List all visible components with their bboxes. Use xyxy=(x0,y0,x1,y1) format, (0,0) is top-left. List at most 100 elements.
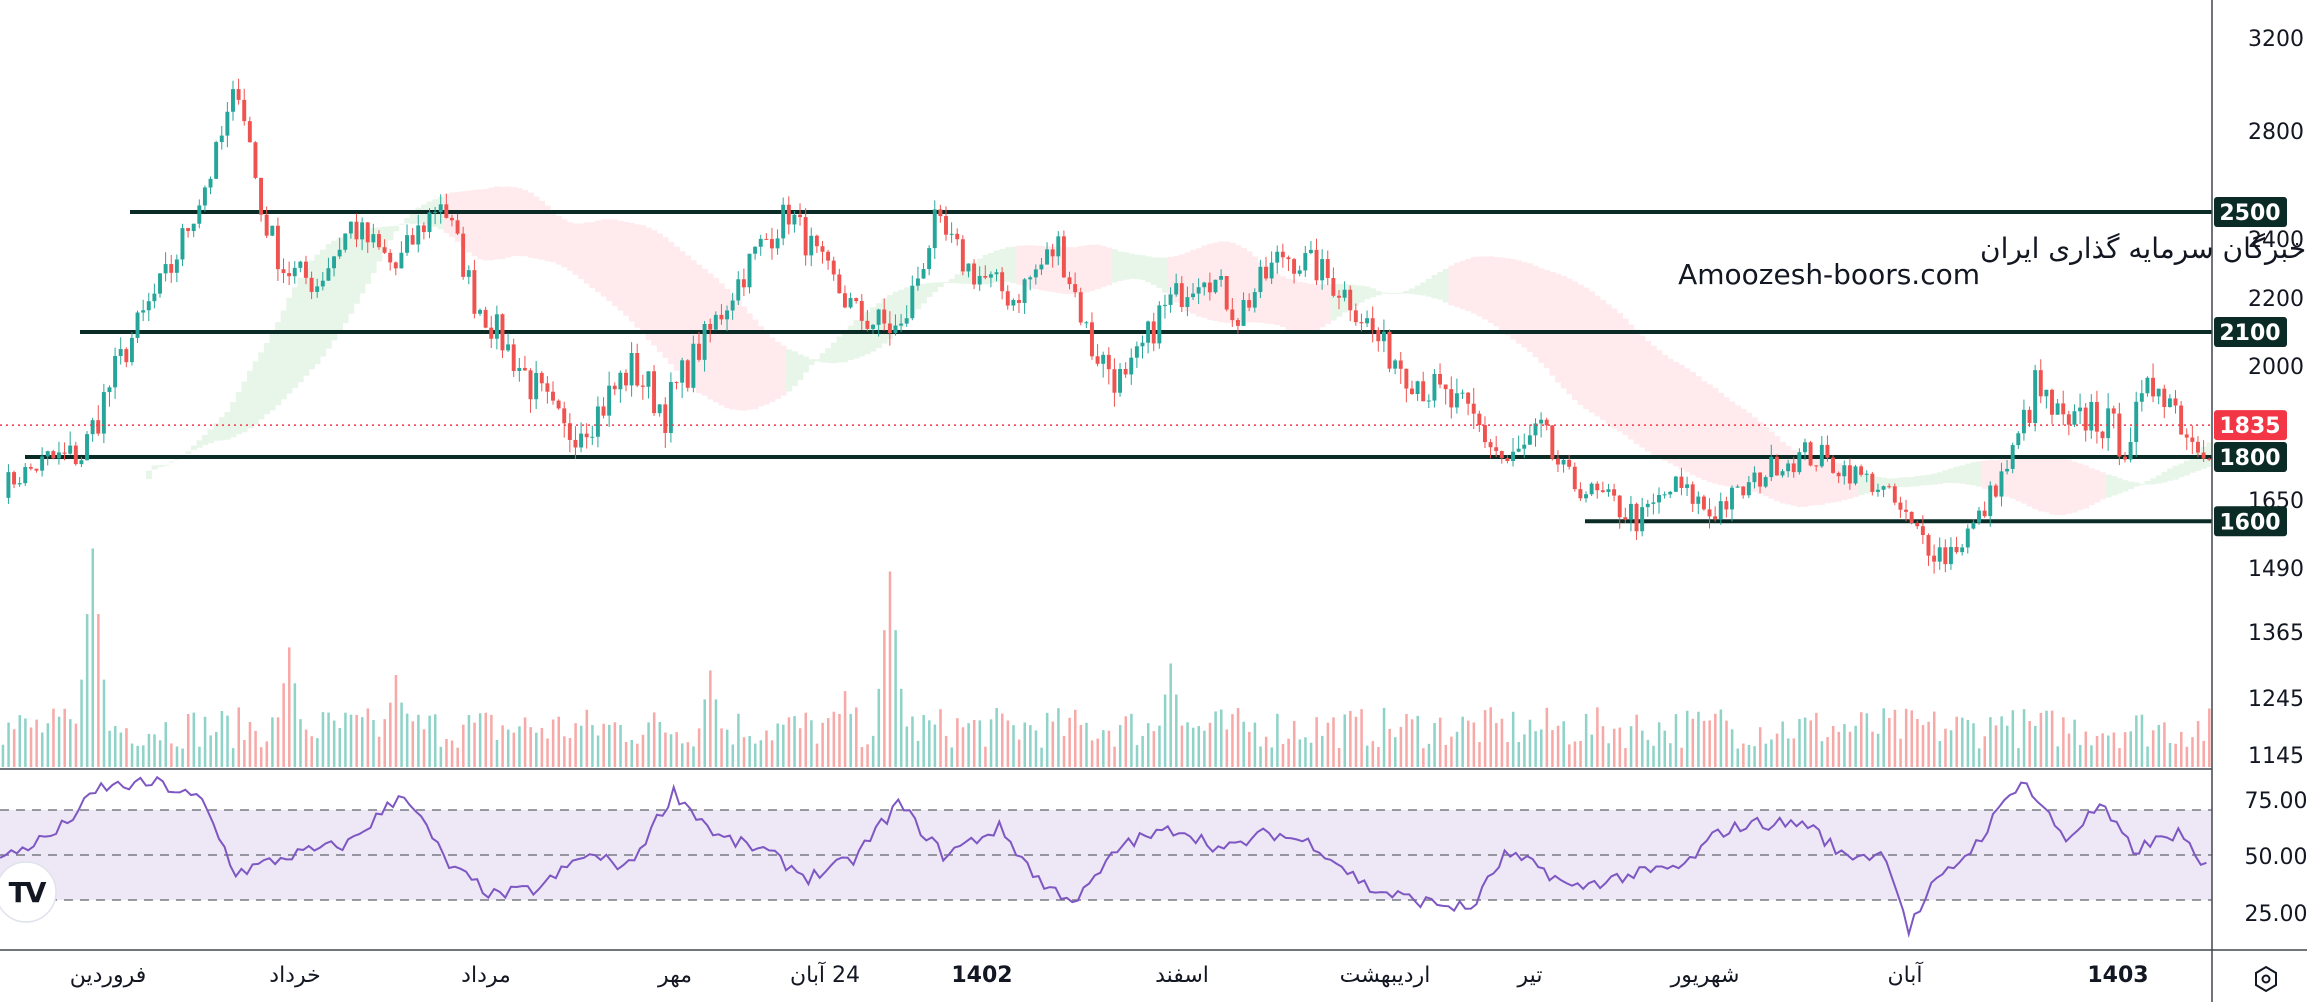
candle-body xyxy=(2190,437,2195,442)
cloud-segment xyxy=(1931,473,1938,485)
candle-body xyxy=(2055,403,2060,415)
volume-bar xyxy=(1517,741,1521,767)
volume-bar xyxy=(1337,748,1341,767)
cloud-segment xyxy=(1970,462,1977,486)
candle-body xyxy=(1735,486,1740,488)
volume-bar xyxy=(170,743,173,767)
cloud-segment xyxy=(190,445,197,451)
cloud-segment xyxy=(1976,461,1983,487)
candle-body xyxy=(1898,502,1903,510)
candle-body xyxy=(427,212,432,233)
cloud-segment xyxy=(1897,477,1904,487)
volume-bar xyxy=(2135,715,2138,767)
volume-bar xyxy=(1388,728,1391,767)
cloud-segment xyxy=(2088,468,2095,506)
cloud-segment xyxy=(1162,257,1169,293)
volume-bar xyxy=(1753,746,1756,767)
candle-body xyxy=(988,274,993,278)
candle-body xyxy=(264,214,269,236)
candle-body xyxy=(1539,419,1544,424)
volume-bar xyxy=(1910,710,1914,767)
cloud-segment xyxy=(729,294,736,410)
cloud-segment xyxy=(1543,270,1551,369)
candle-body xyxy=(1247,300,1252,308)
candle-body xyxy=(595,406,600,437)
volume-bar xyxy=(899,688,903,767)
candle-body xyxy=(1763,477,1768,487)
volume-bar xyxy=(467,714,471,767)
candle-body xyxy=(876,309,881,325)
cloud-segment xyxy=(993,250,1000,283)
volume-bar xyxy=(445,739,448,767)
cloud-segment xyxy=(1139,255,1146,280)
rsi-axis[interactable]: 75.00 50.00 25.00 xyxy=(2245,789,2307,927)
candle-body xyxy=(1056,236,1061,257)
cloud-segment xyxy=(421,204,428,225)
candle-body xyxy=(1685,484,1690,488)
cloud-segment xyxy=(1493,257,1500,327)
volume-bar xyxy=(52,708,55,767)
cloud-segment xyxy=(746,313,753,410)
candle-body xyxy=(466,270,471,277)
rsi-pane[interactable] xyxy=(0,775,2212,939)
tradingview-logo[interactable]: TV xyxy=(0,861,57,923)
candle-body xyxy=(2162,388,2167,408)
volume-bar xyxy=(478,713,482,767)
volume-bar xyxy=(1629,726,1633,767)
cloud-segment xyxy=(1936,472,1944,484)
volume-bar xyxy=(1944,728,1947,767)
volume-bar xyxy=(102,679,106,767)
volume-bar xyxy=(798,728,802,767)
candle-body xyxy=(2167,398,2172,408)
volume-bar xyxy=(389,702,392,767)
candle-body xyxy=(225,111,230,136)
cloud-segment xyxy=(1830,461,1837,503)
candle-body xyxy=(231,89,235,112)
volume-bar xyxy=(316,738,319,767)
candle-body xyxy=(332,256,337,269)
candle-body xyxy=(657,404,662,414)
volume-bar xyxy=(1023,722,1026,767)
volume-bar xyxy=(57,716,61,767)
candle-body xyxy=(455,220,460,234)
cloud-segment xyxy=(291,287,299,388)
volume-bar xyxy=(1001,713,1004,767)
cloud-segment xyxy=(2099,472,2106,500)
cloud-segment xyxy=(1712,388,1719,484)
cloud-segment xyxy=(606,219,613,302)
volume-bar xyxy=(1096,738,1099,767)
candle-body xyxy=(2123,456,2127,460)
cloud-segment xyxy=(1538,268,1545,363)
candle-body xyxy=(1432,374,1437,401)
cloud-segment xyxy=(1291,279,1298,332)
candle-body xyxy=(1892,486,1897,503)
volume-bar xyxy=(703,699,706,767)
volume-bar xyxy=(226,715,229,767)
candle-body xyxy=(652,371,657,414)
volume-bar xyxy=(2050,710,2054,767)
volume-bar xyxy=(652,712,656,767)
volume-bar xyxy=(327,712,330,767)
volume-bar xyxy=(1848,731,1852,767)
candle-body xyxy=(921,269,926,279)
volume-bar xyxy=(877,688,881,767)
candle-body xyxy=(163,264,168,274)
cloud-segment xyxy=(258,352,265,420)
cloud-segment xyxy=(157,465,164,468)
cloud-segment xyxy=(308,260,315,370)
cloud-segment xyxy=(488,187,495,261)
volume-bar xyxy=(1742,743,1745,767)
volume-bar xyxy=(288,647,291,767)
cloud-segment xyxy=(2161,471,2168,483)
candle-body xyxy=(365,222,370,243)
price-tick-label: 1365 xyxy=(2248,621,2304,646)
volume-bar xyxy=(1798,718,1801,767)
time-axis[interactable]: فروردین خرداد مرداد مهر 24 آبان 1402 اسفند اردی… xyxy=(70,961,2149,988)
volume-bar xyxy=(1248,731,1251,767)
volume-bar xyxy=(984,746,987,767)
candle-body xyxy=(1308,249,1313,254)
volume-bar xyxy=(1410,719,1414,767)
settings-icon[interactable] xyxy=(2255,965,2277,993)
